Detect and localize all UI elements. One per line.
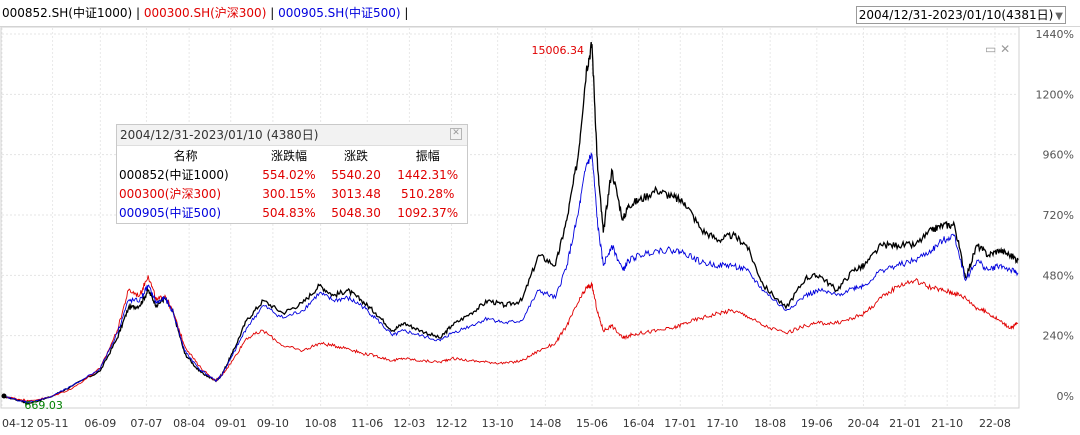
legend-item-csi500[interactable]: 000905.SH(中证500) bbox=[278, 6, 401, 20]
change-value: 5540.20 bbox=[331, 167, 381, 182]
change-pct: 504.83% bbox=[262, 205, 316, 220]
x-tick-label: 06-09 bbox=[84, 417, 116, 430]
stats-period: 2004/12/31-2023/01/10 (4380日) bbox=[120, 128, 319, 142]
row-name: 000905(中证500) bbox=[119, 206, 222, 220]
date-range-label: 2004/12/31-2023/01/10(4381日) bbox=[858, 8, 1054, 22]
series-legend: 000852.SH(中证1000) | 000300.SH(沪深300) | 0… bbox=[2, 0, 408, 26]
x-tick-label: 15-06 bbox=[576, 417, 608, 430]
column-header: 涨跌幅 bbox=[270, 149, 307, 163]
y-tick-label: 240% bbox=[1043, 330, 1074, 343]
x-tick-label: 14-08 bbox=[529, 417, 561, 430]
y-tick-label: 1200% bbox=[1036, 88, 1074, 101]
change-value: 3013.48 bbox=[331, 186, 381, 201]
stats-panel: 2004/12/31-2023/01/10 (4380日) ✕ 名称 涨跌幅 涨… bbox=[116, 124, 468, 224]
x-tick-label: 04-12 bbox=[2, 417, 34, 430]
x-tick-label: 19-06 bbox=[801, 417, 833, 430]
x-tick-label: 05-11 bbox=[37, 417, 69, 430]
legend-separator: | bbox=[266, 6, 279, 20]
window-controls: ▭ ✕ bbox=[985, 42, 1010, 56]
x-tick-label: 09-10 bbox=[257, 417, 289, 430]
legend-item-csi300[interactable]: 000300.SH(沪深300) bbox=[143, 6, 267, 20]
y-tick-label: 480% bbox=[1043, 269, 1074, 282]
x-tick-label: 22-08 bbox=[979, 417, 1011, 430]
row-name: 000852(中证1000) bbox=[119, 168, 229, 182]
legend-trailing-separator: | bbox=[400, 6, 409, 20]
table-row[interactable]: 000852(中证1000) 554.02% 5540.20 1442.31% bbox=[117, 165, 467, 184]
row-name: 000300(沪深300) bbox=[119, 187, 222, 201]
date-range-selector[interactable]: 2004/12/31-2023/01/10(4381日) ▼ bbox=[855, 6, 1066, 24]
x-tick-label: 12-12 bbox=[436, 417, 468, 430]
series-line-2 bbox=[1, 152, 1019, 404]
x-tick-label: 09-01 bbox=[215, 417, 247, 430]
stats-table: 名称 涨跌幅 涨跌 振幅 000852(中证1000) 554.02% 5540… bbox=[117, 146, 467, 222]
plot-frame bbox=[0, 26, 1020, 409]
x-tick-label: 20-04 bbox=[847, 417, 879, 430]
change-pct: 300.15% bbox=[262, 186, 316, 201]
column-header: 名称 bbox=[173, 149, 198, 163]
amplitude: 510.28% bbox=[401, 186, 455, 201]
y-tick-label: 0% bbox=[1057, 390, 1074, 403]
amplitude: 1442.31% bbox=[397, 167, 459, 182]
x-tick-label: 10-08 bbox=[305, 417, 337, 430]
close-icon[interactable]: ✕ bbox=[1000, 42, 1011, 56]
y-tick-label: 720% bbox=[1043, 209, 1074, 222]
chevron-down-icon: ▼ bbox=[1055, 11, 1063, 22]
x-tick-label: 11-06 bbox=[351, 417, 383, 430]
restore-icon[interactable]: ▭ bbox=[985, 42, 997, 56]
y-tick-label: 960% bbox=[1043, 149, 1074, 162]
start-marker bbox=[1, 393, 7, 399]
amplitude: 1092.37% bbox=[397, 205, 459, 220]
x-tick-label: 17-01 bbox=[664, 417, 696, 430]
x-tick-label: 21-10 bbox=[931, 417, 963, 430]
x-tick-label: 18-08 bbox=[754, 417, 786, 430]
column-header: 涨跌 bbox=[344, 149, 369, 163]
x-tick-label: 21-01 bbox=[889, 417, 921, 430]
x-tick-label: 16-04 bbox=[623, 417, 655, 430]
x-tick-label: 17-10 bbox=[706, 417, 738, 430]
x-tick-label: 08-04 bbox=[173, 417, 205, 430]
table-row[interactable]: 000905(中证500) 504.83% 5048.30 1092.37% bbox=[117, 203, 467, 222]
chart-header: 000852.SH(中证1000) | 000300.SH(沪深300) | 0… bbox=[0, 0, 1080, 26]
close-icon[interactable]: ✕ bbox=[450, 128, 462, 140]
legend-separator: | bbox=[132, 6, 144, 20]
series-line-1 bbox=[1, 275, 1019, 403]
change-pct: 554.02% bbox=[262, 167, 316, 182]
change-value: 5048.30 bbox=[331, 205, 381, 220]
x-tick-label: 12-03 bbox=[393, 417, 425, 430]
table-row[interactable]: 000300(沪深300) 300.15% 3013.48 510.28% bbox=[117, 184, 467, 203]
table-header-row: 名称 涨跌幅 涨跌 振幅 bbox=[117, 146, 467, 165]
legend-item-csi1000[interactable]: 000852.SH(中证1000) bbox=[2, 6, 133, 20]
x-tick-label: 07-07 bbox=[130, 417, 162, 430]
column-header: 振幅 bbox=[415, 149, 440, 163]
stats-panel-title: 2004/12/31-2023/01/10 (4380日) ✕ bbox=[117, 125, 467, 146]
max-value-label: 15006.34 bbox=[532, 44, 585, 57]
min-value-label: 669.03 bbox=[24, 399, 63, 412]
x-tick-label: 13-10 bbox=[482, 417, 514, 430]
y-tick-label: 1440% bbox=[1036, 28, 1074, 41]
